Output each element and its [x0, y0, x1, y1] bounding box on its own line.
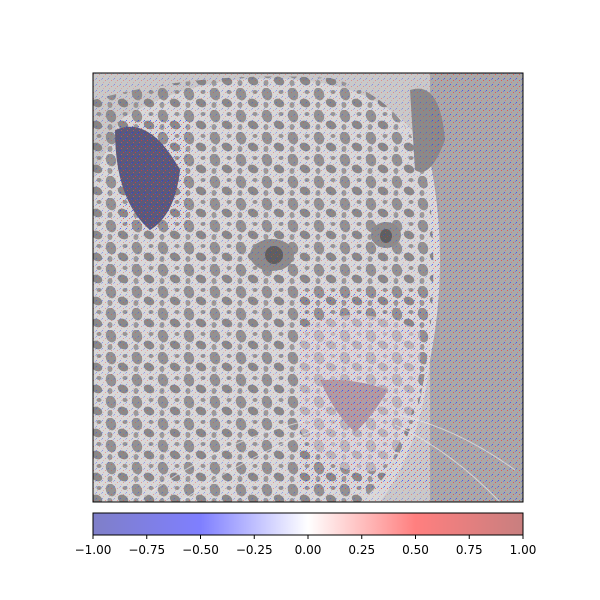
colorbar-tick-label: −0.25: [236, 543, 273, 557]
colorbar-tick-label: 1.00: [510, 543, 537, 557]
colorbar-tick-label: 0.25: [348, 543, 375, 557]
attribution-image: [93, 73, 523, 502]
colorbar-tick-label: −0.50: [182, 543, 219, 557]
colorbar-tick-label: −0.75: [128, 543, 165, 557]
colorbar: −1.00 −0.75 −0.50 −0.25 0.00 0.25 0.50 0.75 1.00: [75, 512, 537, 557]
colorbar-gradient: [93, 513, 523, 535]
colorbar-tick-label: 0.00: [295, 543, 322, 557]
image-frame: [92, 72, 524, 503]
colorbar-tick-label: −1.00: [75, 543, 112, 557]
colorbar-tick-label: 0.50: [402, 543, 429, 557]
colorbar-tick-label: 0.75: [456, 543, 483, 557]
